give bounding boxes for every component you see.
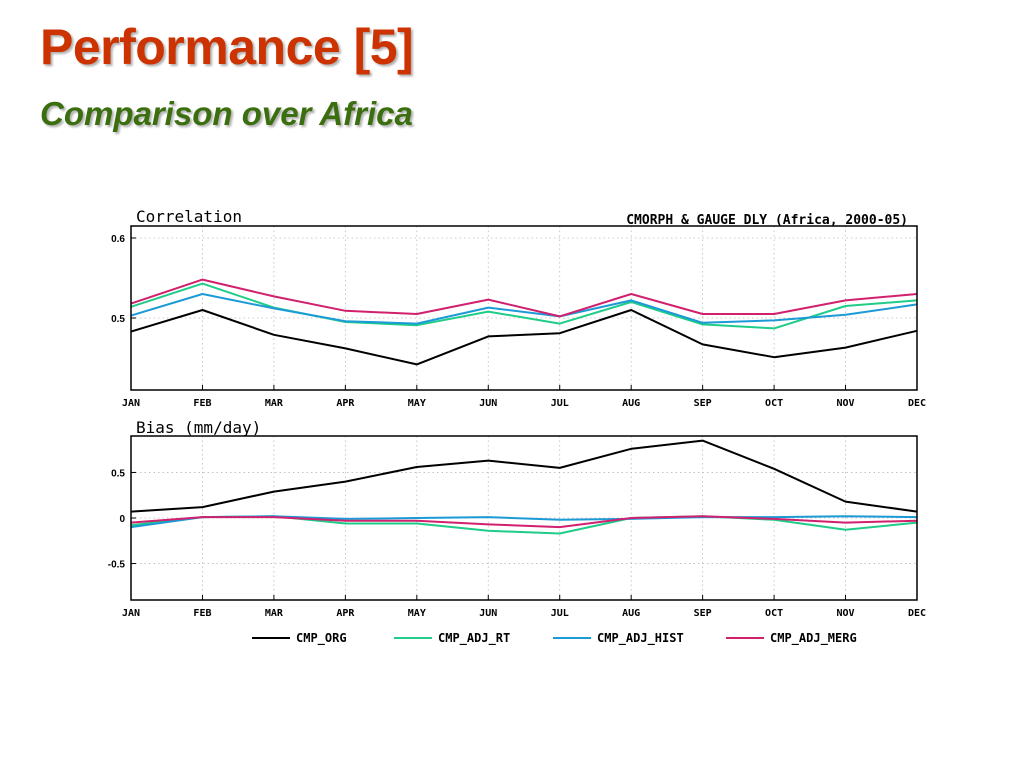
y-tick-label: 0.5 bbox=[111, 468, 125, 479]
slide-subtitle: Comparison over Africa bbox=[40, 95, 413, 132]
y-tick-label: 0.6 bbox=[111, 234, 125, 245]
x-tick-label: AUG bbox=[622, 398, 640, 409]
panel-title: Bias (mm/day) bbox=[136, 418, 261, 437]
plot-frame bbox=[130, 225, 918, 391]
x-tick-label: JAN bbox=[122, 608, 140, 619]
x-tick-label: MAY bbox=[408, 398, 426, 409]
x-tick-label: DEC bbox=[908, 398, 926, 409]
correlation-panel: Correlation JAN FEB MAR APR MAY JUN JUL AUG SEP OC… bbox=[111, 207, 926, 409]
series-line-cmp-org bbox=[130, 309, 918, 366]
y-tick-label: 0.5 bbox=[111, 314, 125, 325]
x-tick-label: FEB bbox=[193, 608, 211, 619]
legend: CMP_ORG CMP_ADJ_RT CMP_ADJ_HIST CMP_ADJ_MER… bbox=[252, 631, 857, 646]
y-tick-label: 0 bbox=[119, 514, 125, 525]
bias-panel: Bias (mm/day) JAN FEB MAR APR MAY JUN JUL AUG SEP… bbox=[108, 418, 926, 619]
x-tick-label: JUN bbox=[479, 398, 497, 409]
figure-header: CMORPH & GAUGE DLY (Africa, 2000-05) bbox=[626, 213, 908, 228]
series-line-cmp-adj-hist bbox=[130, 293, 918, 325]
x-tick-label: JAN bbox=[122, 398, 140, 409]
x-tick-label: APR bbox=[336, 398, 355, 409]
x-tick-label: MAY bbox=[408, 608, 426, 619]
panel-title: Correlation bbox=[136, 207, 242, 226]
x-tick-label: MAR bbox=[265, 608, 284, 619]
x-tick-label: AUG bbox=[622, 608, 640, 619]
x-tick-label: SEP bbox=[694, 398, 712, 409]
x-tick-label: JUL bbox=[551, 398, 569, 409]
x-tick-label: JUL bbox=[551, 608, 569, 619]
legend-label: CMP_ADJ_RT bbox=[438, 631, 510, 646]
x-tick-label: OCT bbox=[765, 608, 783, 619]
slide-title: Performance [5] bbox=[40, 19, 414, 75]
plot-frame bbox=[130, 435, 918, 601]
legend-label: CMP_ADJ_HIST bbox=[597, 631, 684, 646]
legend-label: CMP_ADJ_MERG bbox=[770, 631, 857, 646]
legend-label: CMP_ORG bbox=[296, 631, 347, 646]
x-tick-label: MAR bbox=[265, 398, 284, 409]
x-tick-label: APR bbox=[336, 608, 355, 619]
y-tick-label: -0.5 bbox=[108, 560, 126, 571]
x-tick-label: JUN bbox=[479, 608, 497, 619]
x-tick-label: NOV bbox=[837, 608, 855, 619]
x-tick-label: FEB bbox=[193, 398, 211, 409]
series-line-cmp-adj-rt bbox=[130, 282, 918, 330]
x-tick-label: OCT bbox=[765, 398, 783, 409]
x-tick-label: DEC bbox=[908, 608, 926, 619]
series-line-cmp-adj-merg bbox=[130, 515, 918, 529]
series-line-cmp-adj-merg bbox=[130, 278, 918, 318]
x-tick-label: NOV bbox=[837, 398, 855, 409]
series-line-cmp-org bbox=[130, 439, 918, 513]
x-tick-label: SEP bbox=[694, 608, 712, 619]
